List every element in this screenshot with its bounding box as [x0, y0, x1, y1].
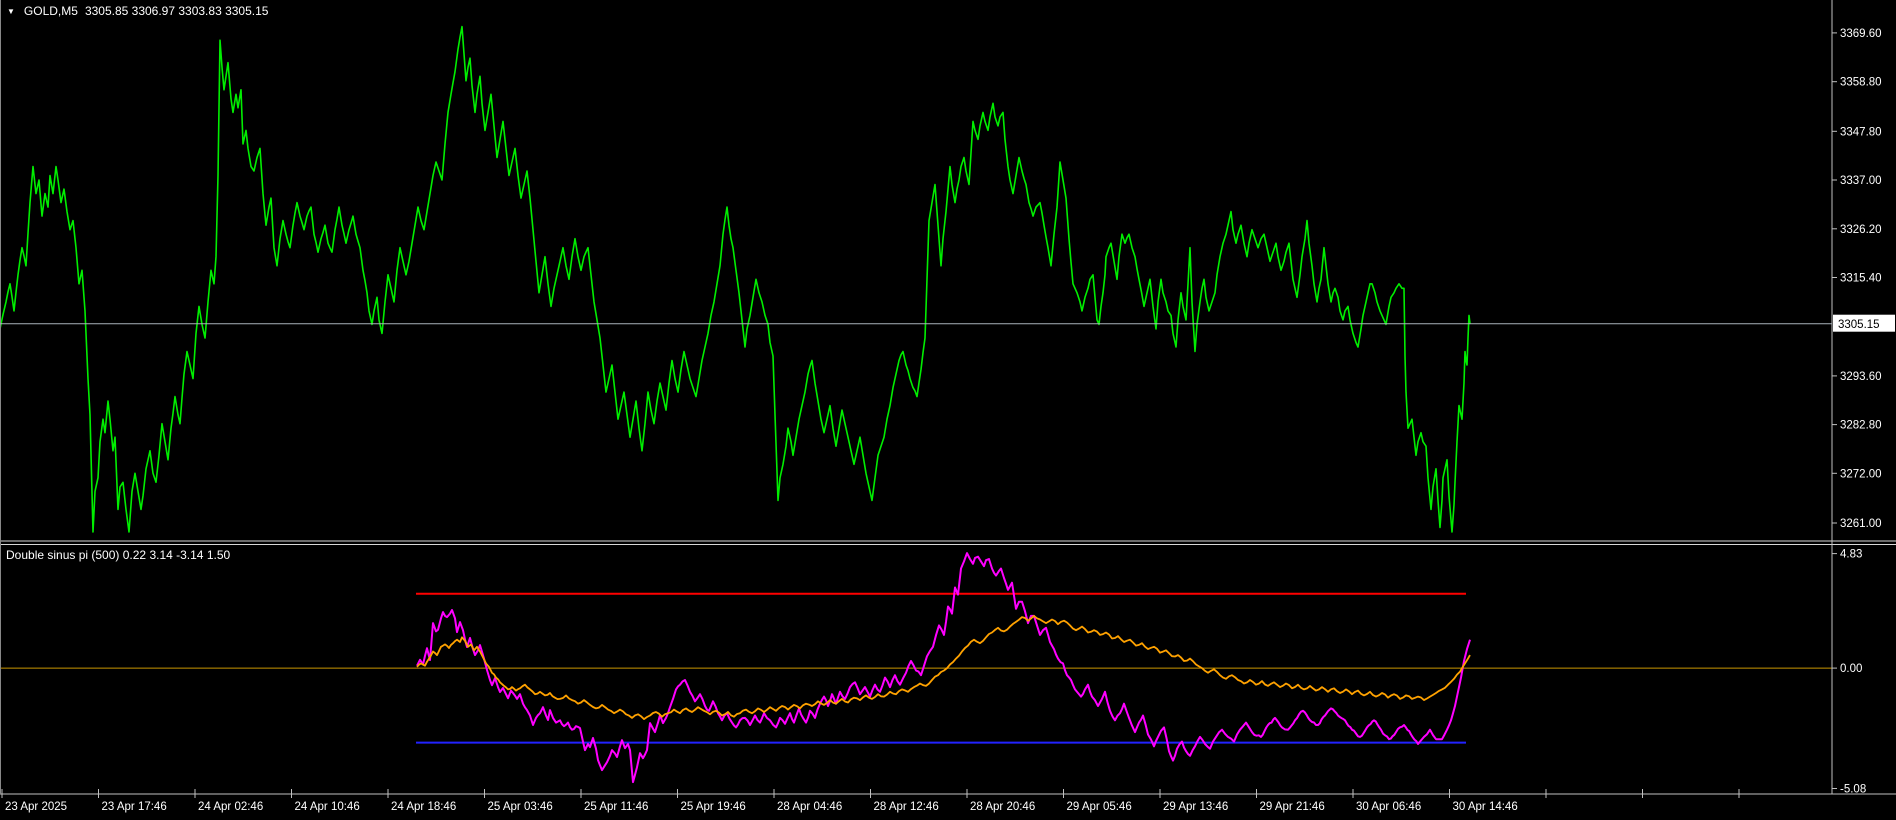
GOLD-M5-close-polyline	[0, 25, 1471, 533]
indicator-axis-label: 4.83	[1840, 549, 1862, 561]
time-axis-label: 24 Apr 18:46	[391, 801, 456, 813]
time-axis-label: 25 Apr 11:46	[584, 801, 648, 813]
ohlc-values: 3305.85 3306.97 3303.83 3305.15	[84, 4, 269, 18]
price-axis-label: 3261.00	[1840, 518, 1882, 530]
chart-title-bar: ▼ GOLD,M5 3305.85 3306.97 3303.83 3305.15	[7, 4, 268, 18]
price-axis-label: 3326.20	[1840, 224, 1882, 236]
symbol-dropdown-icon[interactable]: ▼	[7, 6, 15, 16]
indicator-name: Double sinus pi (500)	[6, 548, 120, 562]
current-price-marker: 3305.15	[0, 314, 1895, 332]
time-axis-label: 30 Apr 14:46	[1453, 801, 1518, 813]
price-axis-label: 3272.00	[1840, 468, 1882, 480]
price-axis-label: 3293.60	[1840, 371, 1882, 383]
indicator-parameter-values: 0.22 3.14 -3.14 1.50	[122, 548, 231, 562]
price-axis-label: 3282.80	[1840, 420, 1882, 432]
price-axis-label: 3358.80	[1840, 77, 1882, 89]
time-axis-label: 29 Apr 05:46	[1067, 801, 1132, 813]
symbol-period-label: GOLD,M5	[23, 4, 78, 18]
indicator-axis-label: -5.08	[1840, 784, 1866, 796]
indicator-level-lines	[0, 592, 1832, 744]
price-axis-label: 3337.00	[1840, 175, 1882, 187]
time-axis-label: 29 Apr 21:46	[1260, 801, 1325, 813]
double-sinus-pi-signal-polyline	[416, 615, 1471, 720]
time-axis-label: 24 Apr 10:46	[295, 801, 360, 813]
indicator-axis-label: 0.00	[1840, 663, 1862, 675]
price-axis-label: 3369.60	[1840, 28, 1882, 40]
price-axis-label: 3315.40	[1840, 273, 1882, 285]
double-sinus-pi-main-polyline	[416, 552, 1471, 784]
time-axis-label: 25 Apr 03:46	[488, 801, 553, 813]
price-axis[interactable]: 3369.60 3358.80 3347.80 3337.00 3326.20 3315.…	[1832, 28, 1882, 796]
price-axis-label: 3347.80	[1840, 126, 1882, 138]
chart-frame	[0, 0, 1896, 795]
time-axis-label: 28 Apr 12:46	[874, 801, 939, 813]
time-axis-label: 24 Apr 02:46	[198, 801, 263, 813]
time-axis-label: 25 Apr 19:46	[681, 801, 746, 813]
time-axis-label: 28 Apr 20:46	[970, 801, 1035, 813]
time-axis-label: 28 Apr 04:46	[777, 801, 842, 813]
indicator-pane-series	[416, 552, 1471, 784]
time-axis[interactable]: 23 Apr 2025 23 Apr 17:46 24 Apr 02:46 24 Ap…	[1, 789, 1740, 813]
current-price-box	[1833, 314, 1895, 332]
time-axis-label: 29 Apr 13:46	[1163, 801, 1228, 813]
price-pane-series	[0, 25, 1471, 533]
time-axis-label: 23 Apr 2025	[5, 801, 67, 813]
time-axis-label: 23 Apr 17:46	[102, 801, 167, 813]
indicator-title: Double sinus pi (500) 0.22 3.14 -3.14 1.…	[6, 548, 230, 562]
current-price-label: 3305.15	[1838, 319, 1880, 331]
time-axis-label: 30 Apr 06:46	[1356, 801, 1421, 813]
